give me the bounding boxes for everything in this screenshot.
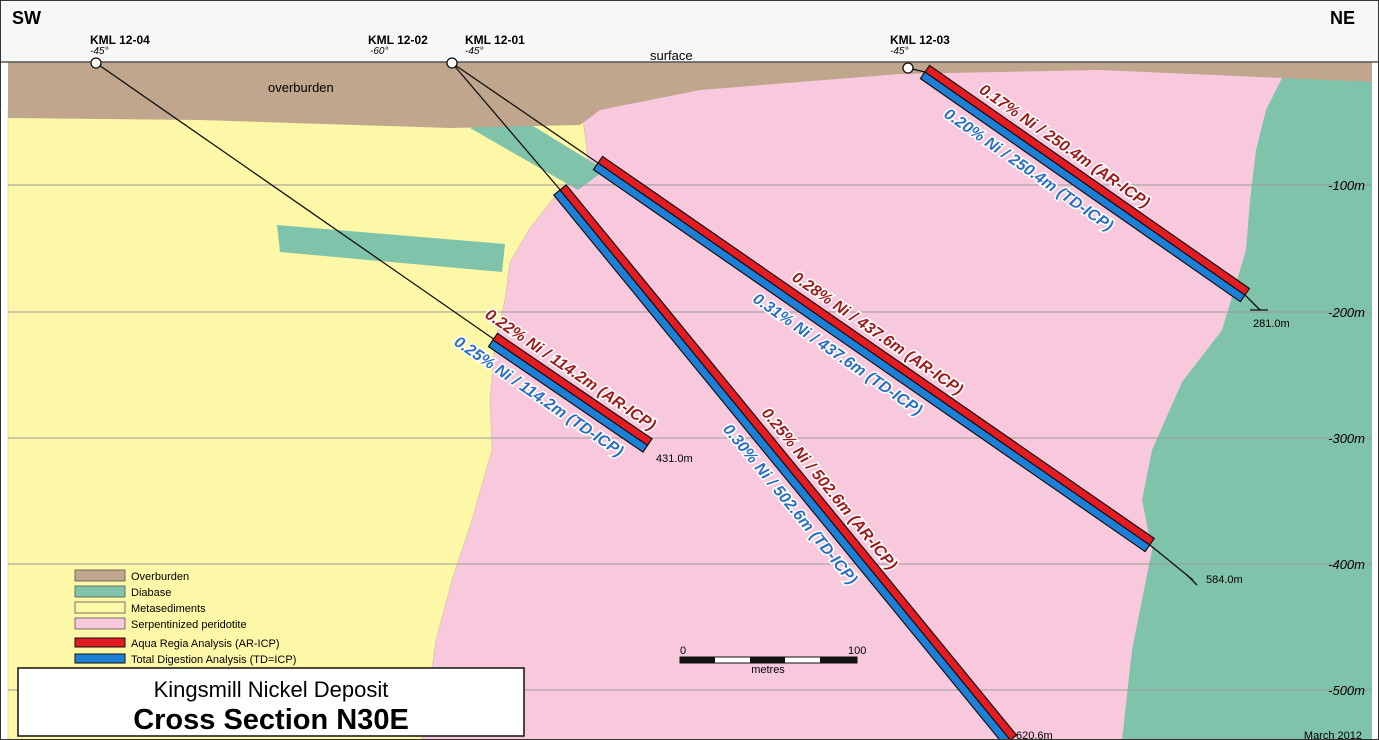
direction-label: SW <box>12 8 41 28</box>
legend-label: Serpentinized peridotite <box>131 619 247 631</box>
hole-dip: -45° <box>465 46 483 57</box>
hole-trace <box>95 62 496 341</box>
legend-label: Overburden <box>131 571 189 583</box>
scale-bar: 0 100 metres <box>679 645 866 676</box>
legend-swatch <box>74 637 126 648</box>
title: Kingsmill Nickel Deposit <box>154 677 389 702</box>
hole-name: KML 12-03 <box>890 33 950 47</box>
diabase-right <box>1122 78 1372 740</box>
subtitle: Cross Section N30E <box>133 704 409 736</box>
scale-segment <box>820 657 857 663</box>
date: March 2012 <box>1304 730 1362 740</box>
legend-label: Diabase <box>131 587 171 599</box>
scale-label: 0 <box>680 645 686 657</box>
legend-swatch <box>74 585 126 598</box>
diabase-dyke <box>470 118 605 190</box>
hole-name: KML 12-01 <box>465 33 525 47</box>
hole-dip: -45° <box>90 46 108 57</box>
legend-swatch <box>74 653 126 664</box>
legend-label: Total Digestion Analysis (TD=ICP) <box>131 654 296 666</box>
legend-label: Aqua Regia Analysis (AR-ICP) <box>131 638 280 650</box>
depth-label: -500m <box>1328 683 1365 698</box>
surface-label: surface <box>650 48 693 63</box>
depth-label: -200m <box>1328 305 1365 320</box>
hole-dip: -45° <box>890 46 908 57</box>
hole-end-tick <box>1186 574 1198 586</box>
td-bar <box>487 339 649 453</box>
header-band <box>0 0 1379 62</box>
td-bar <box>919 71 1246 303</box>
legend-swatch <box>74 617 126 630</box>
end-depth: 431.0m <box>656 453 693 465</box>
hole-trace <box>451 62 599 164</box>
legend-swatch <box>74 569 126 582</box>
hole-name: KML 12-04 <box>90 33 150 47</box>
end-depth: 281.0m <box>1253 318 1290 330</box>
legend: Overburden Diabase Metasediments Serpent… <box>74 569 296 666</box>
collar <box>446 57 458 69</box>
depth-label: -100m <box>1328 178 1365 193</box>
scale-label: 100 <box>848 645 866 657</box>
depth-label: -400m <box>1328 557 1365 572</box>
depth-label: -300m <box>1328 431 1365 446</box>
hole-trace <box>451 62 563 193</box>
scale-segment <box>750 657 785 663</box>
scale-segment <box>680 657 715 663</box>
end-depth: 584.0m <box>1206 574 1243 586</box>
td-bar <box>592 162 1151 553</box>
collar <box>90 57 102 69</box>
end-depth: 620.6m <box>1016 730 1053 740</box>
hole-dip: -60° <box>370 46 388 57</box>
overburden <box>8 62 1372 128</box>
scale-unit: metres <box>751 664 785 676</box>
diabase-dyke <box>277 225 505 272</box>
direction-label: NE <box>1330 8 1355 28</box>
hole-trace <box>1244 294 1261 311</box>
hole-trace <box>1149 544 1194 581</box>
title-box <box>17 667 525 737</box>
hole-name: KML 12-02 <box>368 33 428 47</box>
legend-swatch <box>74 601 126 614</box>
legend-label: Metasediments <box>131 603 206 615</box>
collar <box>902 62 914 74</box>
td-bar <box>552 189 1012 740</box>
hole-traces <box>95 62 1268 586</box>
unit-label: overburden <box>268 80 334 95</box>
